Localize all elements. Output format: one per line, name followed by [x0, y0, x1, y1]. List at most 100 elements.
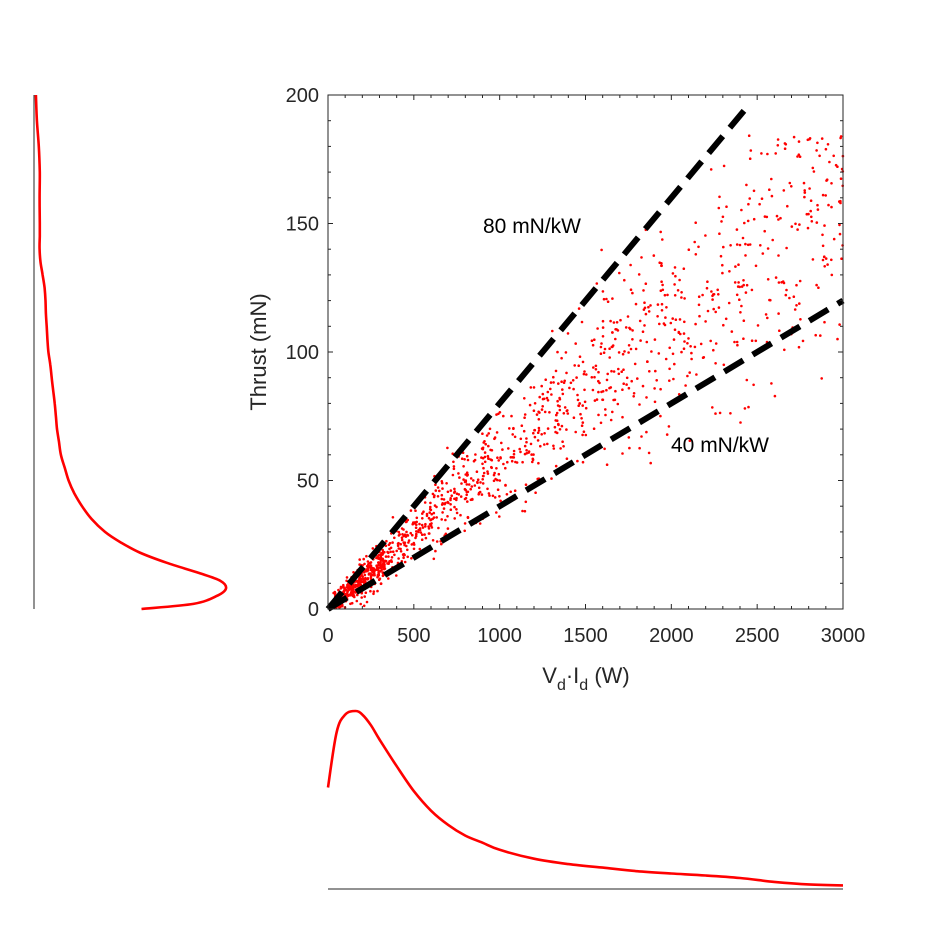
scatter-point — [573, 364, 576, 367]
scatter-point — [453, 487, 456, 491]
scatter-point — [656, 315, 659, 318]
scatter-point — [682, 267, 686, 271]
scatter-point — [558, 408, 562, 412]
scatter-point — [549, 387, 552, 391]
scatter-point — [540, 384, 543, 388]
scatter-point — [442, 507, 446, 510]
scatter-point — [565, 457, 569, 461]
scatter-point — [483, 460, 487, 464]
scatter-point — [443, 502, 447, 506]
scatter-point — [414, 536, 417, 540]
x-tick-label: 3000 — [821, 625, 866, 647]
scatter-point — [821, 244, 825, 248]
scatter-point — [603, 447, 606, 451]
scatter-point — [550, 477, 553, 480]
scatter-point — [601, 326, 605, 329]
scatter-point — [551, 329, 554, 333]
scatter-point — [424, 536, 428, 540]
scatter-point — [774, 152, 777, 155]
scatter-point — [521, 460, 524, 464]
scatter-point — [742, 319, 746, 323]
scatter-point — [774, 276, 778, 279]
y-tick-label: 0 — [308, 599, 319, 621]
scatter-point — [372, 590, 376, 593]
scatter-point — [563, 406, 567, 409]
scatter-point — [630, 379, 633, 383]
scatter-point — [788, 296, 791, 300]
scatter-point — [440, 493, 444, 497]
annotation-40-mn-per-kw: 40 mN/kW — [671, 434, 769, 457]
scatter-point — [650, 350, 653, 353]
scatter-point — [498, 495, 501, 498]
scatter-point — [553, 425, 557, 429]
scatter-point — [709, 168, 713, 171]
scatter-point — [722, 164, 726, 168]
scatter-point — [687, 248, 691, 251]
scatter-point — [554, 464, 558, 468]
scatter-point — [533, 428, 536, 432]
scatter-point — [584, 433, 588, 437]
scatter-point — [596, 327, 599, 330]
scatter-point — [356, 579, 359, 583]
scatter-point — [397, 557, 400, 560]
scatter-point — [752, 383, 755, 387]
scatter-point — [523, 444, 527, 448]
scatter-point — [365, 564, 369, 568]
scatter-point — [599, 345, 603, 349]
scatter-point — [638, 319, 642, 323]
scatter-point — [622, 382, 625, 386]
scatter-point — [358, 558, 362, 561]
scatter-point — [380, 568, 384, 572]
scatter-point — [735, 228, 739, 231]
scatter-point — [484, 442, 488, 446]
scatter-point — [658, 322, 661, 326]
scatter-point — [815, 149, 818, 152]
scatter-point — [358, 563, 361, 566]
scatter-point — [415, 530, 418, 533]
scatter-point — [470, 485, 474, 488]
scatter-point — [621, 452, 624, 455]
scatter-point — [832, 237, 836, 241]
scatter-point — [617, 372, 621, 376]
scatter-point — [722, 363, 726, 367]
scatter-point — [678, 318, 682, 321]
scatter-point — [605, 297, 608, 301]
scatter-point — [561, 440, 564, 444]
scatter-point — [783, 142, 787, 145]
scatter-point — [446, 490, 450, 494]
scatter-point — [514, 460, 517, 464]
scatter-point — [400, 527, 404, 530]
scatter-point — [465, 474, 469, 477]
scatter-point — [491, 494, 495, 498]
scatter-point — [817, 286, 820, 290]
scatter-point — [500, 441, 503, 445]
scatter-point — [821, 233, 824, 237]
scatter-point — [574, 430, 577, 434]
scatter-point — [349, 585, 353, 588]
scatter-point — [721, 263, 724, 267]
scatter-point — [615, 328, 618, 331]
scatter-point — [449, 503, 452, 506]
scatter-point — [562, 381, 566, 385]
scatter-point — [543, 443, 546, 446]
scatter-point — [533, 402, 537, 405]
scatter-point — [560, 380, 563, 384]
reference-line-40 — [326, 298, 845, 612]
scatter-point — [832, 154, 835, 158]
scatter-point — [743, 407, 747, 410]
scatter-point — [657, 352, 661, 355]
scatter-point — [604, 408, 607, 411]
scatter-point — [469, 498, 473, 502]
scatter-point — [397, 530, 401, 534]
scatter-point — [605, 463, 609, 467]
scatter-point — [741, 236, 745, 240]
scatter-point — [476, 478, 480, 482]
scatter-point — [823, 265, 826, 268]
scatter-point — [558, 428, 562, 431]
scatter-point — [624, 326, 628, 329]
scatter-point — [803, 189, 806, 192]
scatter-point — [440, 542, 443, 546]
scatter-point — [738, 243, 742, 247]
scatter-point — [693, 240, 696, 244]
scatter-point — [459, 513, 462, 517]
